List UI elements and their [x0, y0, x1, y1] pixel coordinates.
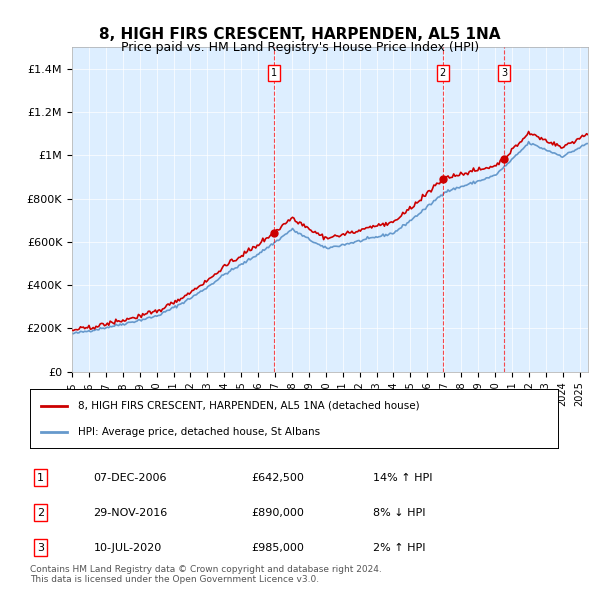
- Text: 2: 2: [37, 508, 44, 517]
- Text: 29-NOV-2016: 29-NOV-2016: [94, 508, 167, 517]
- Text: Contains HM Land Registry data © Crown copyright and database right 2024.
This d: Contains HM Land Registry data © Crown c…: [30, 565, 382, 584]
- Text: Price paid vs. HM Land Registry's House Price Index (HPI): Price paid vs. HM Land Registry's House …: [121, 41, 479, 54]
- Text: 8% ↓ HPI: 8% ↓ HPI: [373, 508, 426, 517]
- Text: 2: 2: [440, 68, 446, 78]
- Text: £642,500: £642,500: [252, 473, 305, 483]
- Text: 2% ↑ HPI: 2% ↑ HPI: [373, 543, 426, 553]
- Text: 10-JUL-2020: 10-JUL-2020: [94, 543, 161, 553]
- Text: 8, HIGH FIRS CRESCENT, HARPENDEN, AL5 1NA (detached house): 8, HIGH FIRS CRESCENT, HARPENDEN, AL5 1N…: [77, 401, 419, 411]
- Text: £985,000: £985,000: [252, 543, 305, 553]
- Text: 14% ↑ HPI: 14% ↑ HPI: [373, 473, 433, 483]
- Text: 3: 3: [501, 68, 507, 78]
- Text: 8, HIGH FIRS CRESCENT, HARPENDEN, AL5 1NA: 8, HIGH FIRS CRESCENT, HARPENDEN, AL5 1N…: [99, 27, 501, 41]
- Text: 1: 1: [37, 473, 44, 483]
- Text: HPI: Average price, detached house, St Albans: HPI: Average price, detached house, St A…: [77, 427, 320, 437]
- Text: 1: 1: [271, 68, 277, 78]
- Text: 07-DEC-2006: 07-DEC-2006: [94, 473, 167, 483]
- Text: £890,000: £890,000: [252, 508, 305, 517]
- Text: 3: 3: [37, 543, 44, 553]
